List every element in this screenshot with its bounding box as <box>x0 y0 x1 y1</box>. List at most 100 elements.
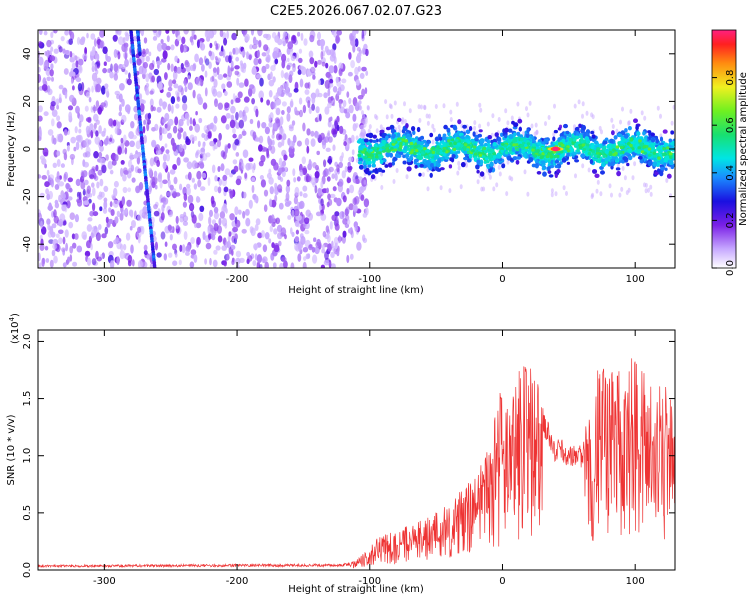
heatmap-cell <box>218 217 222 226</box>
heatmap-cell <box>307 100 311 108</box>
heatmap-cell <box>102 67 107 74</box>
heatmap-cell <box>112 119 117 127</box>
heatmap-cell <box>351 149 355 156</box>
heatmap-cell <box>196 236 201 246</box>
heatmap-cell <box>84 105 89 112</box>
heatmap-cell <box>329 221 333 230</box>
heatmap-band-cell <box>622 156 628 161</box>
heatmap-cell <box>202 141 206 150</box>
heatmap-cell <box>577 99 581 105</box>
heatmap-cell <box>303 256 307 261</box>
heatmap-cell <box>189 261 195 268</box>
heatmap-band-cell <box>639 158 645 164</box>
heatmap-band-cell <box>589 159 594 165</box>
heatmap-cell <box>282 40 286 47</box>
heatmap-band-cell <box>672 154 675 160</box>
heatmap-band-cell <box>521 141 526 145</box>
heatmap-band-cell <box>634 139 639 144</box>
colorbar-tick-label: 0.4 <box>725 165 736 181</box>
heatmap-cell <box>349 184 355 194</box>
heatmap-cell <box>333 65 338 74</box>
heatmap-cell <box>273 228 278 235</box>
heatmap-cell <box>166 191 172 197</box>
heatmap-cell <box>304 89 310 95</box>
heatmap-cell <box>553 103 556 109</box>
heatmap-band-cell <box>585 145 591 151</box>
heatmap-cell <box>156 252 162 258</box>
heatmap-cell <box>268 121 273 128</box>
heatmap-cell <box>182 103 188 111</box>
heatmap-cell <box>173 176 178 185</box>
heatmap-band-cell <box>659 142 665 146</box>
heatmap-cell <box>229 119 236 129</box>
heatmap-cell <box>137 214 142 222</box>
heatmap-cell <box>317 31 321 40</box>
heatmap-cell <box>152 106 156 112</box>
heatmap-cell <box>73 146 77 152</box>
heatmap-cell <box>138 65 144 75</box>
heatmap-cell <box>353 197 357 206</box>
heatmap-cell <box>179 183 183 191</box>
heatmap-cell <box>129 226 133 231</box>
heatmap-cell <box>51 223 57 229</box>
colorbar: 0.00.20.40.60.8 Normalized spectral ampl… <box>711 29 749 276</box>
heatmap-cell <box>279 262 284 268</box>
heatmap-cell <box>178 144 184 153</box>
snr-series <box>38 358 675 569</box>
heatmap-cell <box>271 242 275 249</box>
heatmap-band-cell <box>479 138 485 144</box>
heatmap-cell <box>78 120 82 128</box>
heatmap-band-cell <box>543 138 549 144</box>
heatmap-band-cell <box>477 133 482 138</box>
heatmap-cell <box>363 122 367 128</box>
heatmap-cell <box>181 36 186 45</box>
heatmap-cell <box>283 260 288 268</box>
heatmap-band-cell <box>534 162 540 169</box>
heatmap-cell <box>299 191 303 197</box>
heatmap-cell <box>210 228 214 238</box>
heatmap-x-tick-label: -200 <box>226 274 249 285</box>
heatmap-cell <box>194 135 198 141</box>
heatmap-band-cell <box>548 174 554 178</box>
heatmap-cell <box>223 260 227 267</box>
colorbar-tick-label: 0.6 <box>725 117 736 133</box>
heatmap-cell <box>257 120 261 129</box>
heatmap-cell <box>238 82 245 88</box>
heatmap-cell <box>190 40 194 46</box>
heatmap-band-cell <box>494 132 499 138</box>
heatmap-cell <box>259 175 264 180</box>
heatmap-cell <box>292 168 296 177</box>
heatmap-cell <box>39 128 43 138</box>
heatmap-cell <box>326 187 329 194</box>
heatmap-cell <box>82 188 86 196</box>
heatmap-cell <box>271 139 275 146</box>
heatmap-cell <box>46 76 51 82</box>
heatmap-cell <box>139 209 145 216</box>
heatmap-cell <box>329 78 334 84</box>
heatmap-cell <box>92 202 96 212</box>
heatmap-cell <box>95 130 99 138</box>
heatmap-cell <box>361 66 367 72</box>
heatmap-cell <box>136 156 141 165</box>
heatmap-band-cell <box>423 144 428 148</box>
heatmap-cell <box>110 63 113 72</box>
heatmap-band-cell <box>610 158 614 163</box>
heatmap-cell <box>108 218 114 224</box>
heatmap-cell <box>249 118 254 125</box>
heatmap-cell <box>525 106 528 112</box>
heatmap-cell <box>338 62 344 70</box>
heatmap-cell <box>330 263 336 268</box>
heatmap-cell <box>170 96 176 105</box>
heatmap-cell <box>229 51 232 56</box>
heatmap-cell <box>121 114 127 123</box>
heatmap-cell <box>273 162 279 171</box>
heatmap-cell <box>359 124 365 130</box>
heatmap-band-cell <box>479 171 485 177</box>
heatmap-band-cell <box>526 142 531 146</box>
heatmap-cell <box>47 230 53 238</box>
heatmap-cell <box>72 261 78 267</box>
heatmap-band-cell <box>518 126 522 132</box>
heatmap-band-cell <box>413 158 419 163</box>
heatmap-cell <box>342 230 347 238</box>
heatmap-cell <box>181 244 186 254</box>
